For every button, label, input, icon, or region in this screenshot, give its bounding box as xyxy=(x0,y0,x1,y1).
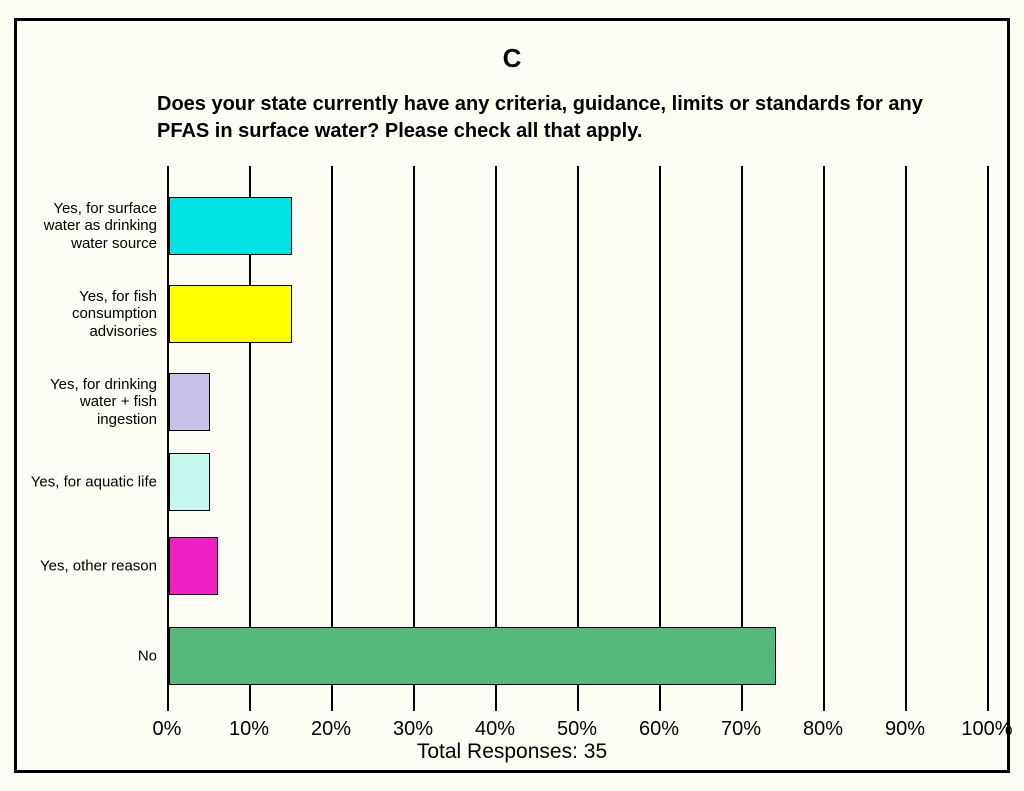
x-tick-label: 10% xyxy=(229,718,269,741)
footer-prefix: Total Responses: xyxy=(417,740,584,763)
bar xyxy=(169,627,776,685)
chart-letter: C xyxy=(17,43,1007,74)
bar xyxy=(169,285,292,343)
x-tick-label: 0% xyxy=(153,718,182,741)
x-tick-label: 90% xyxy=(885,718,925,741)
y-category-label: Yes, other reason xyxy=(22,557,157,574)
x-tick-label: 30% xyxy=(393,718,433,741)
chart-frame: C Does your state currently have any cri… xyxy=(14,18,1010,773)
x-tick-label: 40% xyxy=(475,718,515,741)
y-category-label: No xyxy=(22,647,157,664)
gridline xyxy=(905,166,907,711)
x-tick-label: 70% xyxy=(721,718,761,741)
y-category-label: Yes, for drinking water + fish ingestion xyxy=(22,376,157,428)
x-tick-label: 60% xyxy=(639,718,679,741)
y-category-label: Yes, for aquatic life xyxy=(22,473,157,490)
bar xyxy=(169,453,210,511)
x-tick-label: 80% xyxy=(803,718,843,741)
y-category-label: Yes, for fish consumption advisories xyxy=(22,288,157,340)
bar xyxy=(169,537,218,595)
footer-value: 35 xyxy=(584,740,607,763)
y-category-label: Yes, for surface water as drinking water… xyxy=(22,200,157,252)
gridline xyxy=(823,166,825,711)
x-tick-label: 100% xyxy=(961,718,1012,741)
x-tick-label: 20% xyxy=(311,718,351,741)
bar xyxy=(169,373,210,431)
plot-area: 0%10%20%30%40%50%60%70%80%90%100%Yes, fo… xyxy=(167,166,987,711)
chart-subtitle: Does your state currently have any crite… xyxy=(157,91,977,145)
gridline xyxy=(987,166,989,711)
chart-footer: Total Responses: 35 xyxy=(17,740,1007,764)
x-tick-label: 50% xyxy=(557,718,597,741)
bar xyxy=(169,197,292,255)
